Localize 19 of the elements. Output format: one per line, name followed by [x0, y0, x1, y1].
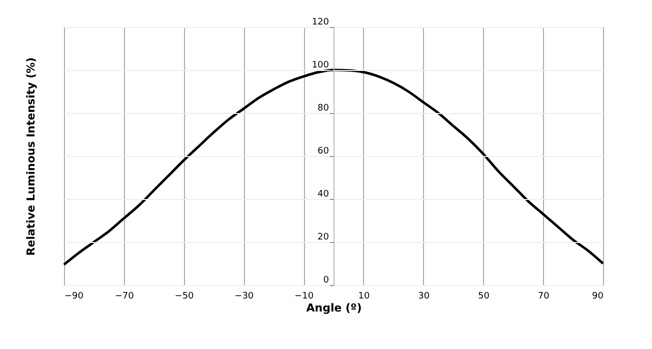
x-tick-label: −30: [234, 292, 254, 302]
x-tick-label: −70: [114, 292, 134, 302]
y-tick-label: 120: [312, 18, 330, 28]
y-tick-label: 20: [318, 232, 330, 242]
y-tick-label: 40: [318, 190, 330, 200]
x-tick-label: 90: [592, 292, 604, 302]
x-tick-label: −90: [64, 292, 84, 302]
x-tick-label: 10: [358, 292, 370, 302]
x-axis-title: Angle (º): [306, 302, 362, 314]
y-axis-title: Relative Luminous Intensity (%): [24, 57, 38, 256]
y-tick-label: 0: [323, 276, 330, 286]
x-tick-label: −10: [294, 292, 314, 302]
x-tick-label: −50: [174, 292, 194, 302]
x-tick-label: 50: [478, 292, 490, 302]
y-tick-label: 80: [318, 104, 330, 114]
y-tick-label: 100: [312, 60, 330, 70]
x-tick-label: 30: [418, 292, 430, 302]
y-tick-label: 60: [318, 146, 330, 156]
x-tick-label: 70: [538, 292, 550, 302]
